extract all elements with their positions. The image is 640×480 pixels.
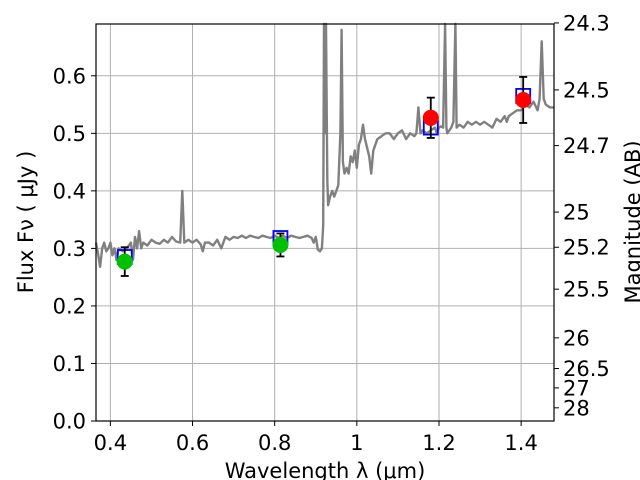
model-spectrum bbox=[94, 22, 554, 268]
photometry-points bbox=[116, 76, 532, 277]
x-tick-label: 1.2 bbox=[422, 431, 455, 455]
observed-point-green bbox=[116, 253, 133, 270]
right-tick-label: 26.5 bbox=[563, 357, 610, 381]
x-tick-label: 0.6 bbox=[176, 431, 209, 455]
x-tick-label: 1.4 bbox=[504, 431, 537, 455]
spectrum-line bbox=[94, 22, 554, 268]
x-tick-label: 0.8 bbox=[258, 431, 291, 455]
observed-point-red bbox=[515, 91, 532, 108]
y-tick-label: 0.1 bbox=[53, 352, 86, 376]
x-axis-title: Wavelength λ (μm) bbox=[225, 459, 426, 480]
right-tick-label: 25.5 bbox=[563, 278, 610, 302]
right-tick-label: 25.2 bbox=[563, 236, 610, 260]
right-tick-label: 24.7 bbox=[563, 134, 610, 158]
right-tick-label: 26 bbox=[563, 326, 590, 350]
y-tick-label: 0.3 bbox=[53, 237, 86, 261]
y-axis-right-title: Magnitude (AB) bbox=[621, 140, 640, 303]
right-tick-label: 24.3 bbox=[563, 11, 610, 35]
y-tick-label: 0.5 bbox=[53, 122, 86, 146]
x-axis: 0.4 0.6 0.8 1 1.2 1.4 bbox=[94, 421, 538, 455]
y-axis-left: 0.0 0.1 0.2 0.3 0.4 0.5 0.6 bbox=[53, 64, 96, 434]
y-tick-label: 0.6 bbox=[53, 64, 86, 88]
y-tick-label: 0.2 bbox=[53, 294, 86, 318]
right-tick-label: 28 bbox=[563, 396, 590, 420]
x-tick-label: 1 bbox=[350, 431, 363, 455]
y-axis-title: Flux Fν ( μJy ) bbox=[14, 151, 38, 294]
observed-point-red bbox=[422, 109, 439, 126]
observed-point-green bbox=[272, 236, 289, 253]
x-tick-label: 0.4 bbox=[94, 431, 127, 455]
y-tick-label: 0.4 bbox=[53, 179, 86, 203]
right-tick-label: 27 bbox=[563, 376, 590, 400]
right-tick-label: 25 bbox=[563, 201, 590, 225]
right-tick-label: 24.5 bbox=[563, 78, 610, 102]
plot-frame bbox=[95, 23, 555, 422]
y-tick-label: 0.0 bbox=[53, 410, 86, 434]
